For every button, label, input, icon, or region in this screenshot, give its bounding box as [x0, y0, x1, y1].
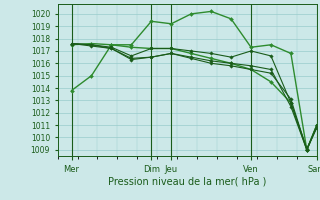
X-axis label: Pression niveau de la mer( hPa ): Pression niveau de la mer( hPa ) [108, 177, 266, 187]
